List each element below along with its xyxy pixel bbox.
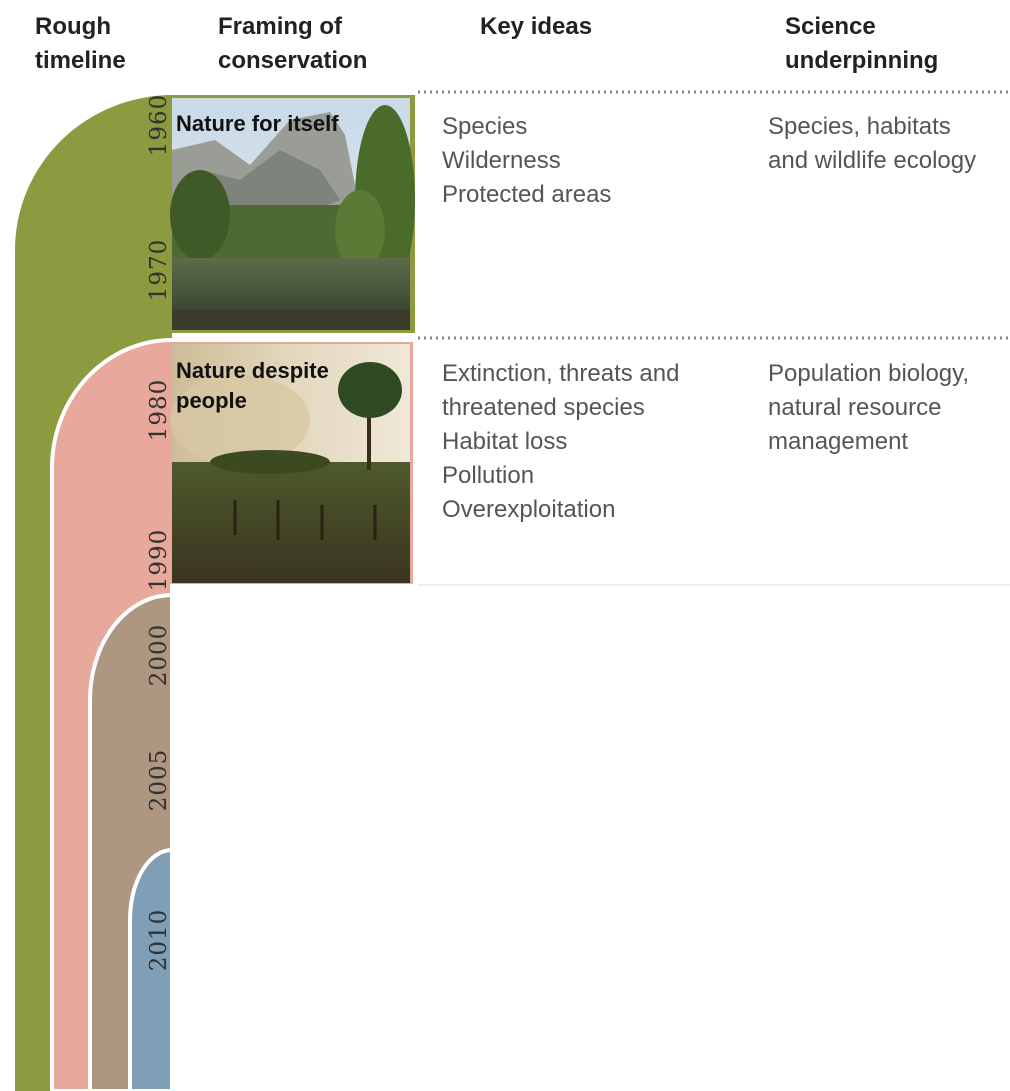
key-idea: Pollution [442, 462, 534, 489]
column-header: Rough [35, 13, 111, 40]
column-header: timeline [35, 47, 126, 74]
key-idea: Overexploitation [442, 496, 615, 523]
science-text: Species, habitats [768, 113, 951, 140]
figure: Rough timeline Framing of conservation Key i… [0, 0, 1010, 1091]
key-idea: threatened species [442, 394, 645, 421]
key-idea: Extinction, threats and [442, 360, 679, 387]
framing-label: people [176, 388, 247, 413]
framing-label: Nature despite [176, 358, 329, 383]
science-text: Population biology, [768, 360, 969, 387]
science-text: and wildlife ecology [768, 147, 976, 174]
year-label: 1970 [146, 239, 172, 302]
key-idea: Wilderness [442, 147, 561, 174]
year-label: 2000 [146, 624, 172, 687]
column-header: Framing of [218, 13, 343, 40]
science-text: management [768, 428, 908, 455]
key-idea: Protected areas [442, 181, 611, 208]
column-header: Key ideas [480, 13, 592, 40]
column-header: Science [785, 13, 876, 40]
key-idea: Species [442, 113, 527, 140]
column-header: conservation [218, 47, 367, 74]
science-text: natural resource [768, 394, 941, 421]
year-label: 1980 [146, 379, 172, 442]
key-idea: Habitat loss [442, 428, 567, 455]
year-label: 2005 [146, 749, 172, 812]
year-label: 1990 [146, 529, 172, 592]
framing-label: Nature for itself [176, 111, 339, 136]
column-header: underpinning [785, 47, 938, 74]
year-label: 2010 [146, 909, 172, 972]
year-label: 1960 [146, 94, 172, 157]
